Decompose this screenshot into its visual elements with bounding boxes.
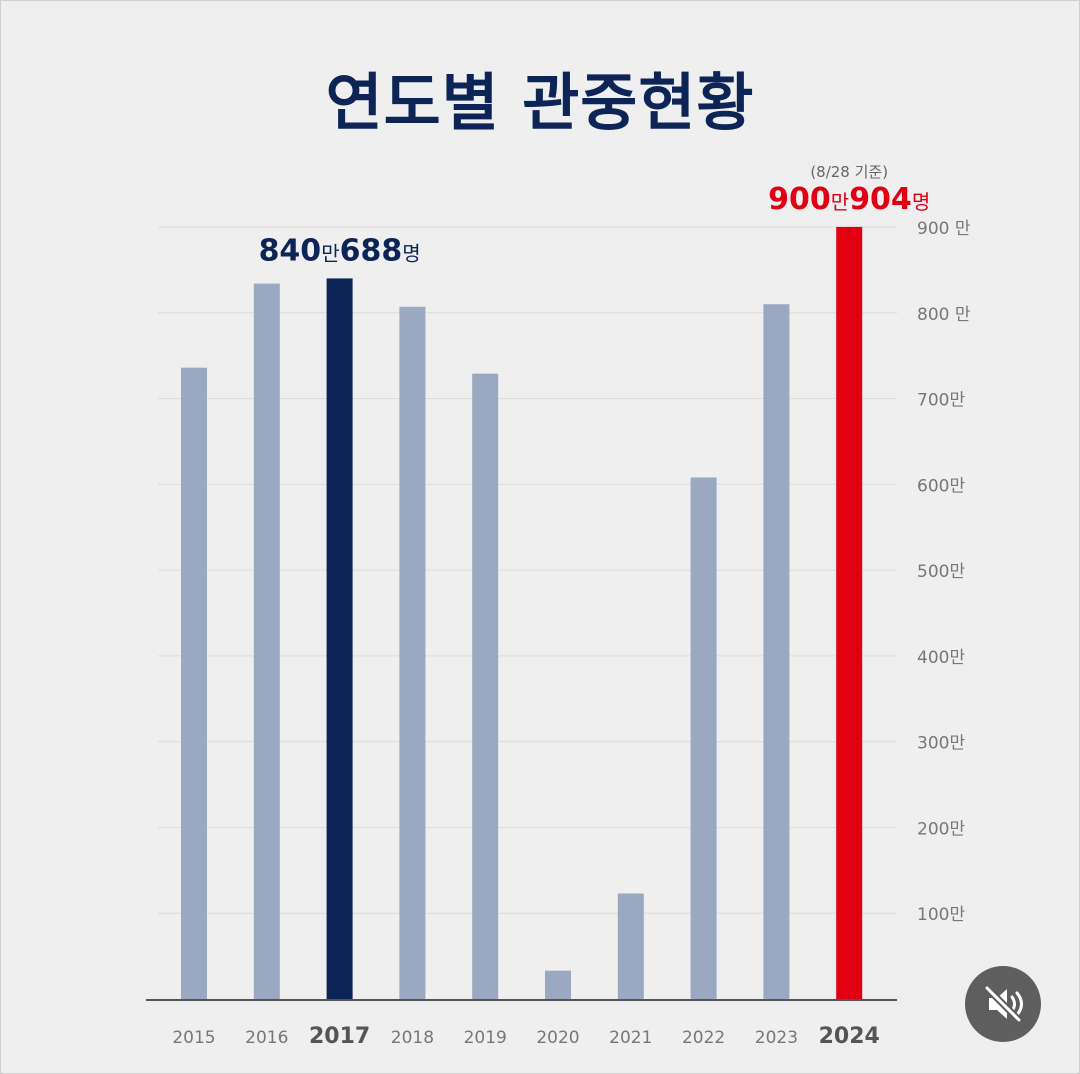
y-tick-label: 100만 <box>917 905 965 925</box>
y-tick-label: 900 만 <box>917 219 971 239</box>
y-tick-label: 200만 <box>917 819 965 839</box>
data-label-part: 900 <box>768 182 831 217</box>
data-label-part: 명 <box>912 190 930 214</box>
y-tick-label: 600만 <box>917 476 965 496</box>
bar <box>763 304 790 999</box>
data-label: 900만904명 <box>768 182 930 217</box>
y-tick-label: 400만 <box>917 648 965 668</box>
speaker-muted-icon <box>983 984 1023 1024</box>
x-tick-label: 2017 <box>309 1024 370 1049</box>
chart-title: 연도별 관중현황 <box>325 66 755 139</box>
data-label-part: 904 <box>849 182 912 217</box>
x-tick-label: 2023 <box>755 1028 798 1048</box>
x-tick-label: 2020 <box>536 1028 579 1048</box>
bar <box>472 373 499 999</box>
x-tick-label: 2016 <box>245 1028 288 1048</box>
x-tick-label: 2024 <box>819 1024 880 1049</box>
bar <box>836 226 863 999</box>
x-tick-label: 2019 <box>464 1028 507 1048</box>
y-tick-label: 300만 <box>917 734 965 754</box>
data-label-part: 만 <box>321 241 339 265</box>
bar <box>326 278 353 999</box>
x-tick-label: 2021 <box>609 1028 652 1048</box>
x-tick-label: 2018 <box>391 1028 434 1048</box>
data-label-part: 688 <box>340 233 403 268</box>
data-label: 840만688명 <box>259 233 421 268</box>
bar <box>690 477 717 1000</box>
y-tick-label: 800 만 <box>917 305 971 325</box>
bar <box>399 306 426 1000</box>
y-tick-label: 700만 <box>917 391 965 411</box>
x-tick-label: 2015 <box>172 1028 215 1048</box>
data-label-part: 명 <box>402 241 420 265</box>
bar <box>181 367 207 1000</box>
y-tick-label: 500만 <box>917 562 965 582</box>
data-label-part: 만 <box>831 190 849 214</box>
bar <box>545 970 571 999</box>
annotation-note: (8/28 기준) <box>810 163 888 181</box>
data-label-part: 840 <box>259 233 322 268</box>
x-tick-label: 2022 <box>682 1028 725 1048</box>
mute-button[interactable] <box>965 966 1041 1042</box>
bar <box>253 283 280 999</box>
bar <box>617 893 644 999</box>
